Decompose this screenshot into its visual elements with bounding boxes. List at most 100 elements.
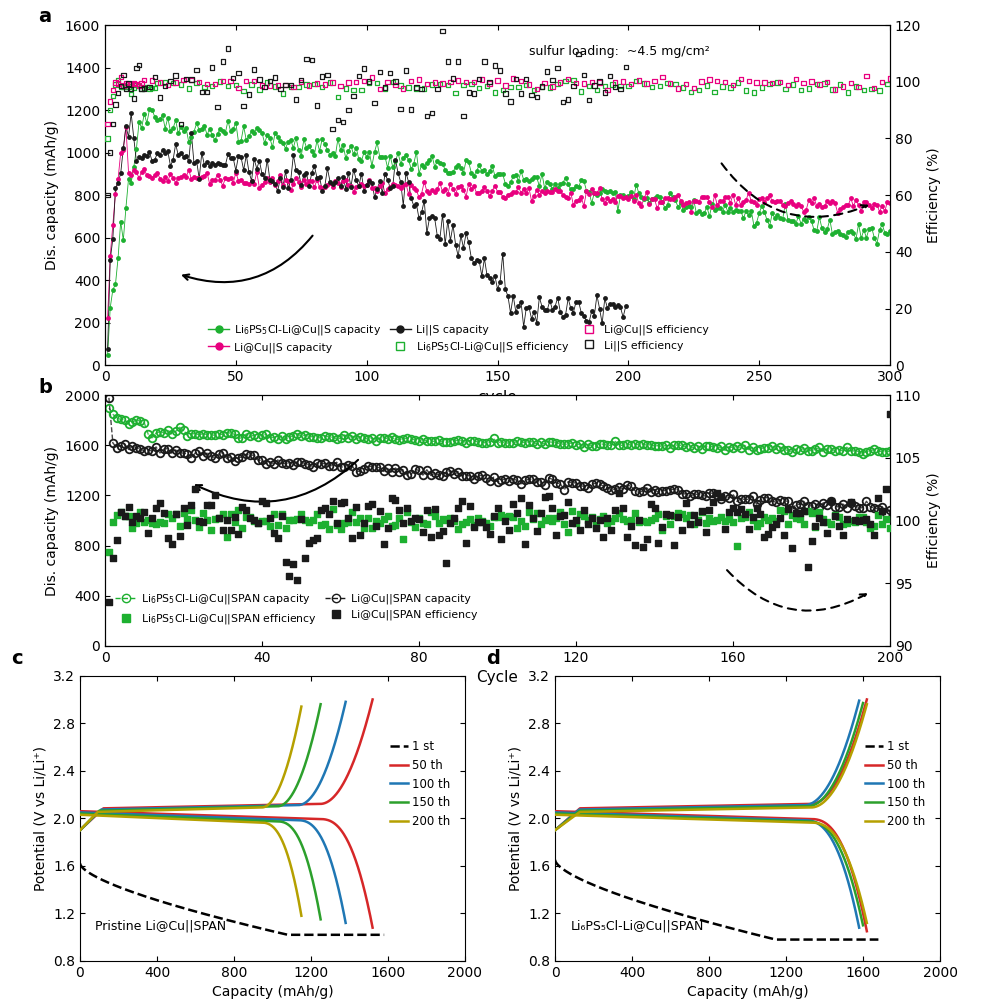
Li$_6$PS$_5$Cl-Li@Cu||SPAN efficiency (788, 510, 804, 526)
Li@Cu||SPAN efficiency (438, 556, 454, 572)
Li||S efficiency (131, 57, 147, 73)
Li@Cu||S efficiency (223, 73, 239, 89)
Li@Cu||S efficiency (623, 76, 639, 92)
Y-axis label: Dis. capacity (mAh/g): Dis. capacity (mAh/g) (45, 445, 59, 596)
Li||S efficiency (550, 60, 566, 76)
Li@Cu||SPAN efficiency (709, 484, 725, 500)
Y-axis label: Dis. capacity (mAh/g): Dis. capacity (mAh/g) (45, 120, 59, 270)
Li@Cu||SPAN efficiency (384, 490, 400, 507)
Li@Cu||SPAN efficiency (113, 505, 129, 521)
Li$_6$PS$_5$Cl-Li@Cu||SPAN efficiency (223, 506, 239, 522)
Li$_6$PS$_5$Cl-Li@Cu||S efficiency (102, 102, 118, 118)
Li||S efficiency (513, 85, 529, 101)
Li$_6$PS$_5$Cl-Li@Cu||SPAN efficiency (541, 510, 557, 526)
Li||S efficiency (592, 73, 608, 89)
Li$_6$PS$_5$Cl-Li@Cu||SPAN efficiency (132, 504, 148, 520)
Li$_6$PS$_5$Cl-Li@Cu||S capacity (102, 348, 114, 360)
Li@Cu||SPAN efficiency (411, 512, 427, 528)
Li$_6$PS$_5$Cl-Li@Cu||SPAN efficiency (529, 505, 545, 521)
Li$_6$PS$_5$Cl-Li@Cu||SPAN efficiency (772, 502, 788, 518)
Li$_6$PS$_5$Cl-Li@Cu||SPAN efficiency (509, 521, 525, 537)
Li||S efficiency (115, 67, 131, 83)
Li$_6$PS$_5$Cl-Li@Cu||SPAN capacity (311, 431, 323, 443)
Li$_6$PS$_5$Cl-Li@Cu||S efficiency (107, 76, 123, 92)
Li$_6$PS$_5$Cl-Li@Cu||S efficiency (165, 75, 181, 91)
Li@Cu||SPAN efficiency (176, 499, 192, 516)
Li$_6$PS$_5$Cl-Li@Cu||S efficiency (479, 78, 495, 94)
Li$_6$PS$_5$Cl-Li@Cu||SPAN efficiency (690, 512, 706, 528)
Li||S efficiency (283, 77, 299, 93)
Li$_6$PS$_5$Cl-Li@Cu||SPAN efficiency (831, 510, 847, 526)
Li$_6$PS$_5$Cl-Li@Cu||SPAN efficiency (576, 508, 592, 524)
Li||S efficiency (298, 51, 314, 67)
Li@Cu||SPAN efficiency (851, 513, 867, 529)
Li@Cu||S capacity (583, 188, 595, 200)
Li@Cu||SPAN efficiency (348, 498, 364, 515)
Li@Cu||S capacity (764, 189, 776, 201)
Li$_6$PS$_5$Cl-Li@Cu||S efficiency (715, 78, 731, 94)
Li@Cu||SPAN efficiency (395, 515, 411, 531)
Li@Cu||SPAN efficiency (391, 503, 407, 519)
Li$_6$PS$_5$Cl-Li@Cu||SPAN efficiency (682, 508, 698, 524)
Li||S efficiency (241, 86, 257, 102)
Li@Cu||SPAN efficiency (289, 572, 305, 588)
Li$_6$PS$_5$Cl-Li@Cu||S efficiency (526, 82, 542, 98)
Li@Cu||SPAN efficiency (230, 526, 246, 542)
Li$_6$PS$_5$Cl-Li@Cu||SPAN efficiency (321, 522, 337, 538)
Li$_6$PS$_5$Cl-Li@Cu||S efficiency (495, 82, 511, 98)
Li@Cu||SPAN efficiency (721, 504, 737, 520)
Li$_6$PS$_5$Cl-Li@Cu||SPAN efficiency (458, 514, 474, 530)
Li$_6$PS$_5$Cl-Li@Cu||S efficiency (141, 81, 157, 97)
Li@Cu||SPAN efficiency (187, 480, 203, 496)
Li@Cu||SPAN efficiency (572, 523, 588, 539)
Li@Cu||S efficiency (411, 71, 427, 87)
Li$_6$PS$_5$Cl-Li@Cu||S efficiency (605, 76, 621, 92)
Li@Cu||SPAN efficiency (631, 513, 647, 529)
Li@Cu||S efficiency (497, 77, 513, 93)
Li$_6$PS$_5$Cl-Li@Cu||SPAN efficiency (870, 507, 886, 523)
Li@Cu||SPAN efficiency (227, 509, 243, 525)
Li@Cu||S efficiency (772, 74, 788, 90)
Li||S efficiency (210, 99, 226, 115)
Li@Cu||SPAN efficiency (258, 494, 274, 511)
Li$_6$PS$_5$Cl-Li@Cu||SPAN efficiency (289, 512, 305, 528)
Li||S efficiency (230, 65, 246, 81)
Li@Cu||SPAN efficiency (215, 522, 231, 538)
Li$_6$PS$_5$Cl-Li@Cu||S efficiency (707, 84, 723, 100)
Li@Cu||S capacity (884, 196, 896, 208)
Li@Cu||SPAN efficiency (164, 536, 180, 552)
Li$_6$PS$_5$Cl-Li@Cu||S capacity (764, 220, 776, 232)
Li$_6$PS$_5$Cl-Li@Cu||SPAN capacity (845, 445, 857, 457)
Li$_6$PS$_5$Cl-Li@Cu||S efficiency (393, 78, 409, 94)
Li$_6$PS$_5$Cl-Li@Cu||SPAN efficiency (639, 515, 655, 531)
Li||S efficiency (597, 85, 613, 101)
Li$_6$PS$_5$Cl-Li@Cu||S efficiency (612, 78, 628, 94)
Li||S efficiency (157, 78, 173, 94)
Li@Cu||SPAN capacity (248, 449, 260, 461)
Li@Cu||S efficiency (105, 82, 121, 98)
Li||S efficiency (529, 89, 545, 105)
Li||S efficiency (387, 74, 403, 90)
Li$_6$PS$_5$Cl-Li@Cu||S efficiency (809, 76, 825, 92)
Li||S efficiency (455, 108, 471, 124)
Li@Cu||SPAN efficiency (858, 511, 874, 527)
Li||S efficiency (215, 53, 231, 69)
Li@Cu||S efficiency (348, 74, 364, 90)
Li@Cu||SPAN efficiency (741, 521, 757, 537)
Li$_6$PS$_5$Cl-Li@Cu||SPAN efficiency (851, 509, 867, 525)
Li$_6$PS$_5$Cl-Li@Cu||SPAN efficiency (764, 510, 780, 526)
Li@Cu||S efficiency (560, 71, 576, 87)
Li@Cu||SPAN efficiency (458, 535, 474, 551)
Li||S efficiency (466, 85, 482, 101)
Li$_6$PS$_5$Cl-Li@Cu||S efficiency (746, 84, 762, 100)
Li$_6$PS$_5$Cl-Li@Cu||SPAN efficiency (654, 522, 670, 538)
Li@Cu||SPAN efficiency (568, 513, 584, 529)
Li||S efficiency (419, 108, 435, 124)
Li@Cu||SPAN efficiency (819, 525, 835, 541)
Li@Cu||SPAN efficiency (764, 519, 780, 535)
Li||S efficiency (272, 81, 288, 97)
Li||S efficiency (194, 84, 210, 100)
Li@Cu||SPAN efficiency (372, 504, 388, 520)
Li$_6$PS$_5$Cl-Li@Cu||SPAN efficiency (493, 508, 509, 524)
Li@Cu||SPAN efficiency (756, 529, 772, 545)
